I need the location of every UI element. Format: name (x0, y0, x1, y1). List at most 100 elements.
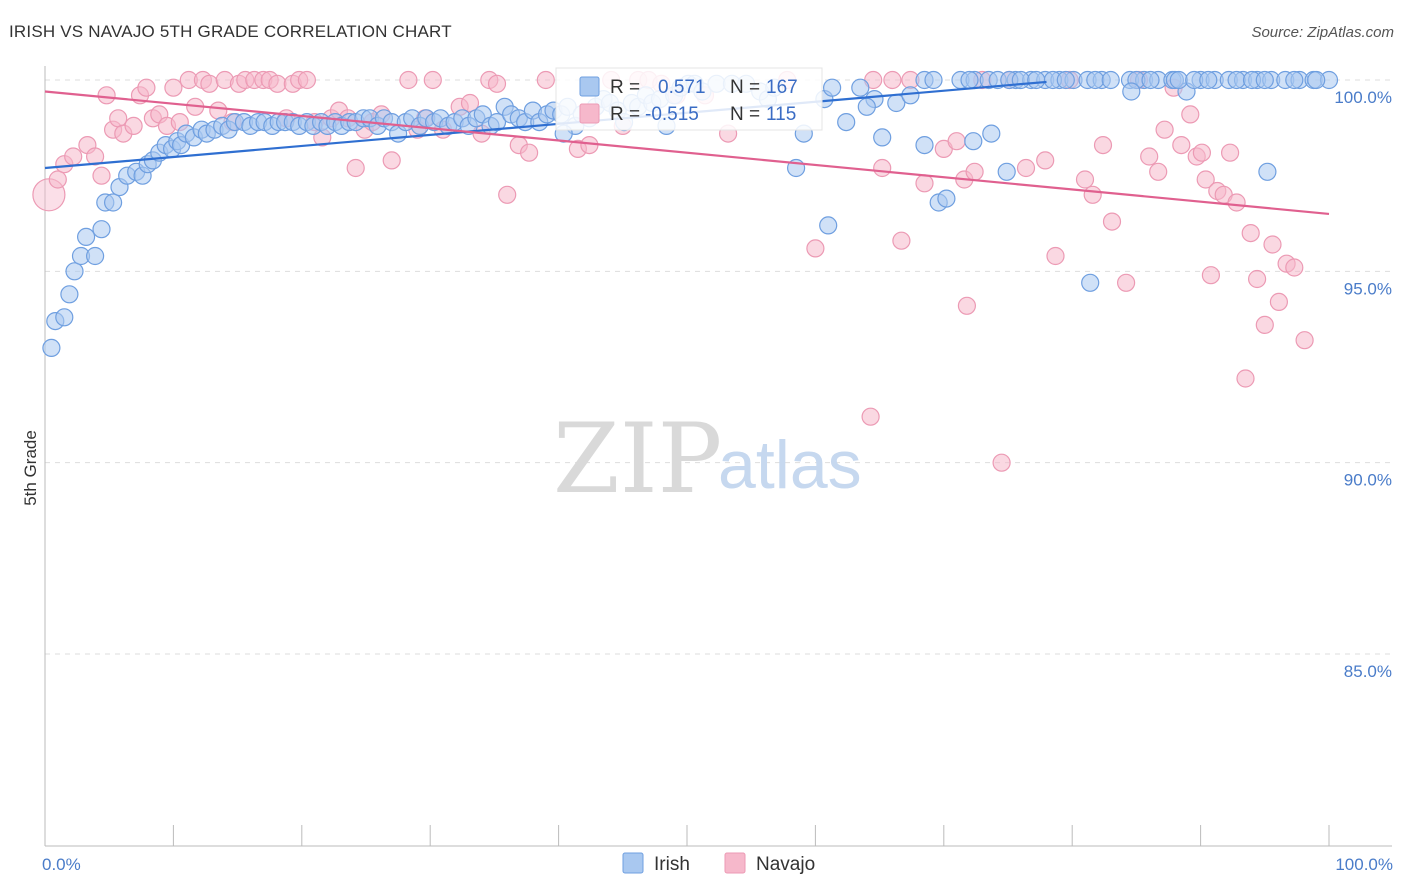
navajo-point (806, 239, 825, 258)
watermark: ZIP atlas (553, 403, 862, 515)
navajo-stats-swatch (579, 103, 600, 124)
gridlines (45, 79, 1392, 655)
irish-point (487, 112, 507, 132)
navajo-point (1036, 151, 1055, 170)
irish-point (1056, 70, 1075, 90)
irish-n-value: 167 (766, 77, 798, 98)
navajo-point (297, 70, 316, 90)
navajo-point (580, 136, 599, 155)
navajo-point (1075, 170, 1095, 189)
navajo-point (92, 166, 111, 185)
navajo-point (883, 70, 902, 90)
source-credit: Source: ZipAtlas.com (1251, 24, 1394, 41)
legend: Irish Navajo (622, 852, 815, 875)
navajo-trendline (44, 90, 1330, 216)
navajo-point (1046, 246, 1065, 266)
navajo-point (1140, 147, 1159, 166)
irish-point (1307, 70, 1326, 90)
navajo-point (1093, 136, 1113, 155)
irish-point (103, 193, 123, 212)
legend-irish-label: Irish (654, 854, 690, 875)
axes (44, 66, 1392, 847)
navajo-point (460, 93, 480, 113)
navajo-point (957, 296, 977, 315)
tick-labels: 100.0% 95.0% 90.0% 85.0% 0.0% 100.0% (42, 88, 1393, 874)
navajo-point (1255, 315, 1274, 334)
watermark-atlas: atlas (718, 427, 862, 503)
navajo-point (1155, 120, 1174, 139)
irish-point (1258, 162, 1277, 181)
navajo-point (399, 70, 418, 90)
y-axis-label: 5th Grade (21, 430, 40, 506)
legend-navajo-label: Navajo (756, 854, 815, 875)
navajo-point (1247, 269, 1267, 289)
irish-point (1285, 70, 1304, 90)
navajo-n-label: N = (730, 104, 760, 125)
irish-point (1255, 70, 1274, 90)
navajo-point (915, 174, 934, 193)
navajo-point (64, 147, 83, 166)
irish-point (1101, 70, 1120, 90)
y-tick-label-2: 90.0% (1344, 471, 1392, 490)
chart-title: IRISH VS NAVAJO 5TH GRADE CORRELATION CH… (9, 22, 452, 41)
navajo-point (1263, 235, 1282, 254)
navajo-point (346, 158, 365, 178)
navajo-point (1192, 143, 1212, 162)
navajo-point (965, 162, 984, 181)
irish-point (819, 216, 838, 235)
irish-point (1227, 70, 1246, 90)
navajo-point (109, 109, 128, 128)
irish-point (901, 86, 920, 105)
navajo-point (947, 132, 966, 151)
navajo-point (1196, 170, 1215, 189)
navajo-point (1172, 136, 1191, 155)
irish-point (1169, 70, 1188, 90)
navajo-point (209, 101, 228, 120)
navajo-point (861, 407, 880, 426)
navajo-point (164, 78, 183, 97)
irish-point (76, 227, 96, 246)
navajo-point (892, 231, 911, 250)
navajo-point (423, 70, 442, 90)
irish-point (822, 78, 842, 97)
y-tick-label-0: 100.0% (1334, 88, 1392, 107)
navajo-point (536, 70, 555, 90)
irish-r-value: 0.571 (658, 77, 706, 98)
navajo-point (1181, 105, 1200, 124)
irish-trendline (44, 80, 1047, 170)
irish-point (1141, 70, 1160, 90)
irish-point (65, 262, 84, 281)
navajo-point (1295, 331, 1314, 350)
irish-point (1081, 273, 1100, 292)
navajo-point (1116, 273, 1136, 292)
irish-point (857, 97, 876, 116)
irish-point (92, 220, 111, 239)
irish-point (982, 124, 1001, 143)
navajo-point (97, 86, 116, 105)
navajo-point (200, 74, 219, 93)
navajo-point (992, 453, 1011, 472)
legend-irish-swatch (622, 852, 644, 874)
y-tick-label-3: 85.0% (1344, 662, 1392, 681)
navajo-point (498, 185, 517, 204)
x-tick-label-0: 0.0% (42, 855, 81, 874)
y-tick-label-1: 95.0% (1344, 279, 1392, 298)
navajo-point (1083, 185, 1102, 204)
navajo-point (1102, 212, 1122, 231)
irish-point (1027, 70, 1046, 90)
navajo-point (1220, 143, 1240, 162)
irish-point (85, 246, 105, 266)
x-tick-label-1: 100.0% (1335, 855, 1393, 874)
navajo-point (382, 151, 401, 170)
navajo-point (48, 170, 67, 189)
irish-stats-swatch (579, 76, 600, 97)
navajo-point (137, 78, 156, 97)
irish-point (873, 128, 892, 147)
navajo-point (487, 74, 507, 93)
irish-point (1122, 82, 1141, 101)
irish-point (55, 308, 74, 327)
irish-point (42, 338, 61, 357)
irish-n-label: N = (730, 77, 760, 98)
irish-point (960, 70, 979, 90)
